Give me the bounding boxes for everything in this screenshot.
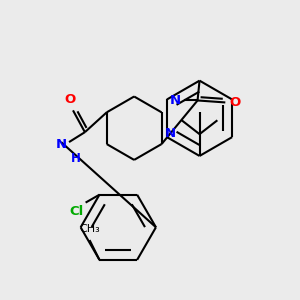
- Text: Cl: Cl: [69, 205, 84, 218]
- Text: O: O: [229, 96, 241, 109]
- Text: H: H: [71, 152, 81, 165]
- Text: O: O: [64, 93, 76, 106]
- Text: N: N: [165, 127, 176, 140]
- Text: N: N: [170, 94, 181, 107]
- Text: CH₃: CH₃: [79, 224, 100, 234]
- Text: N: N: [56, 138, 67, 151]
